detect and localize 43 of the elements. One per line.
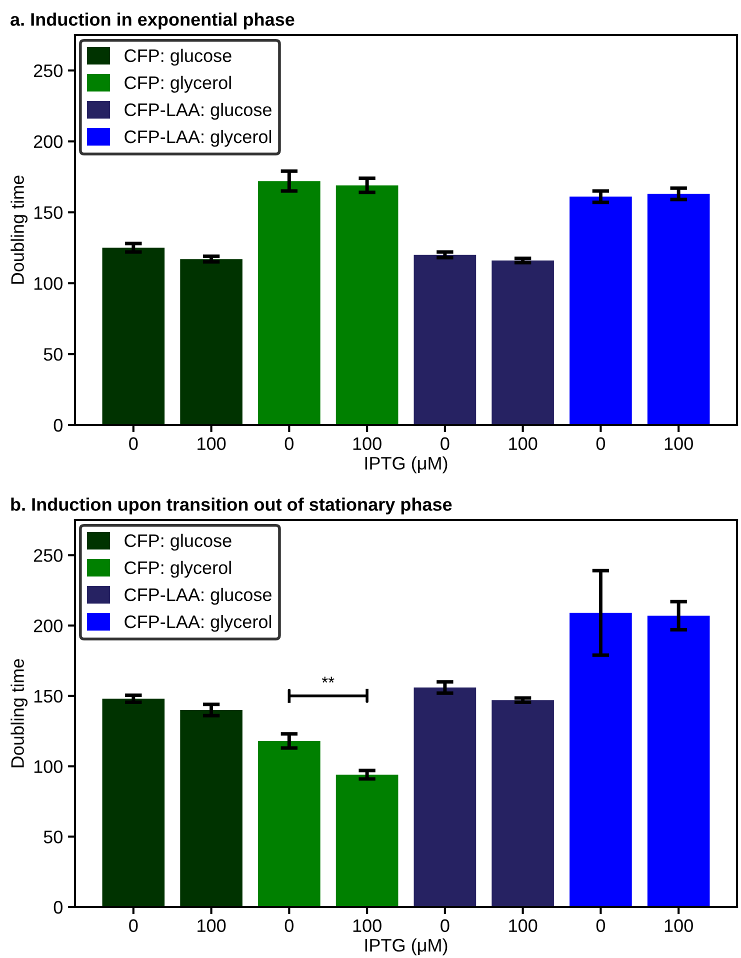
y-axis-title: Doubling time	[10, 659, 28, 768]
y-tick-label: 50	[44, 830, 62, 844]
x-tick-label: 0	[440, 437, 450, 450]
chart-title: a. Induction in exponential phase	[10, 12, 294, 30]
x-tick-label: 100	[509, 437, 538, 450]
legend-label: CFP: glucose	[124, 534, 232, 551]
legend-label: CFP: glucose	[124, 48, 232, 66]
x-axis-title: IPTG (μM)	[365, 938, 448, 956]
legend-label: CFP: glycerol	[124, 76, 231, 93]
x-tick-label: 0	[129, 437, 138, 450]
annotation: **	[322, 676, 334, 683]
y-tick-label: 250	[34, 64, 62, 78]
y-tick-label: 100	[34, 277, 62, 290]
y-axis-title: Doubling time	[10, 176, 28, 284]
x-tick-label: 0	[284, 919, 294, 932]
x-axis-title: IPTG (μM)	[365, 456, 448, 474]
x-tick-label: 100	[198, 919, 226, 932]
y-tick-label: 0	[54, 418, 62, 432]
x-tick-label: 0	[596, 437, 606, 450]
legend-label: CFP-LAA: glycerol	[124, 130, 272, 147]
x-tick-label: 100	[353, 437, 382, 450]
legend-label: CFP-LAA: glucose	[124, 588, 272, 605]
x-tick-label: 0	[440, 919, 450, 932]
x-tick-label: 100	[198, 437, 226, 450]
y-tick-label: 50	[44, 348, 62, 361]
x-tick-label: 100	[509, 919, 538, 932]
legend-label: CFP: glycerol	[124, 560, 231, 578]
y-tick-label: 100	[34, 760, 62, 773]
x-tick-label: 0	[129, 919, 138, 932]
y-tick-label: 200	[34, 135, 62, 148]
x-tick-label: 0	[284, 437, 294, 450]
legend-label: CFP-LAA: glucose	[124, 102, 272, 120]
y-tick-label: 0	[54, 900, 62, 914]
y-tick-label: 150	[34, 206, 62, 219]
x-tick-label: 100	[353, 919, 382, 932]
legend-label: CFP-LAA: glycerol	[124, 614, 272, 632]
chart-title: b. Induction upon transition out of stationary phase	[11, 498, 452, 514]
y-tick-label: 150	[34, 690, 62, 703]
y-tick-label: 200	[34, 619, 62, 632]
x-tick-label: 100	[664, 919, 693, 932]
y-tick-label: 250	[34, 549, 62, 562]
x-tick-label: 0	[596, 919, 606, 932]
x-tick-label: 100	[664, 437, 693, 450]
